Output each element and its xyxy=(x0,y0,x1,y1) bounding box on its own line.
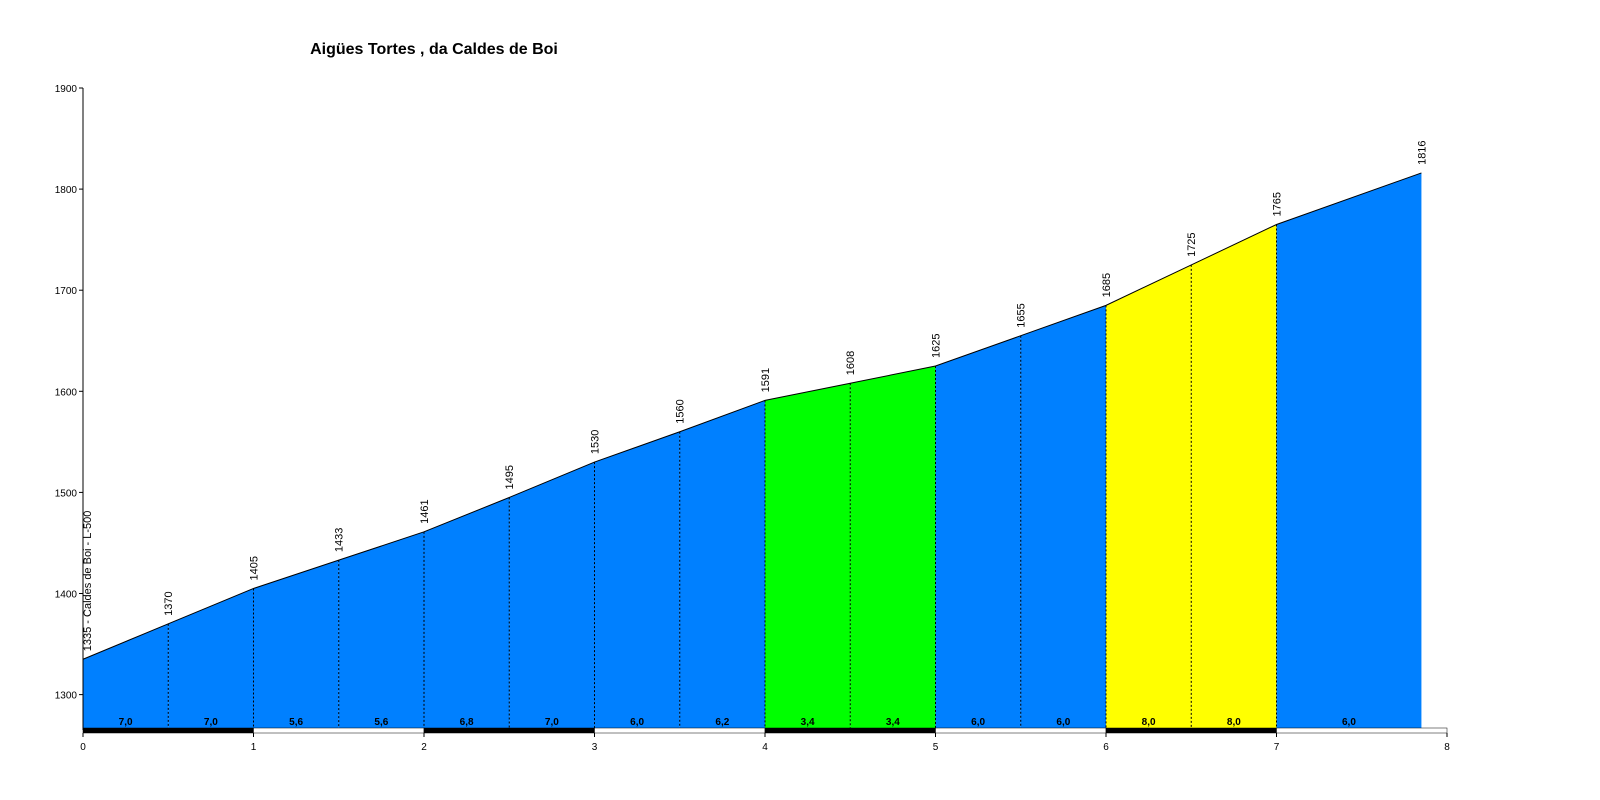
km-strip xyxy=(764,727,936,734)
profile-line xyxy=(82,172,1422,660)
elevation-label: 1495 xyxy=(504,465,516,489)
chart-title: Aigües Tortes , da Caldes de Boi xyxy=(310,41,558,58)
x-tick-label: 1 xyxy=(251,742,257,753)
gradient-segment xyxy=(1106,264,1192,730)
y-tick-label: 1300 xyxy=(55,691,78,702)
km-strip xyxy=(935,727,1107,734)
elevation-label: 1685 xyxy=(1101,273,1113,297)
elevation-label: 1370 xyxy=(163,591,175,615)
gradient-segment xyxy=(509,462,595,730)
elevation-label: 1591 xyxy=(760,368,772,392)
y-tick-label: 1700 xyxy=(55,286,78,297)
y-tick-label: 1600 xyxy=(55,387,78,398)
gradient-segment xyxy=(1020,305,1106,730)
gradient-label: 5,6 xyxy=(289,717,303,728)
gradient-label: 6,0 xyxy=(971,717,985,728)
gradient-label: 3,4 xyxy=(886,717,900,728)
elevation-label: 1625 xyxy=(931,334,943,358)
km-strip xyxy=(1276,727,1448,734)
gradient-label: 6,2 xyxy=(715,717,729,728)
elevation-label: 1816 xyxy=(1416,140,1428,164)
x-tick-label: 0 xyxy=(80,742,86,753)
elevation-label: 1530 xyxy=(590,430,602,454)
x-tick-label: 7 xyxy=(1274,742,1280,753)
gradient-label: 8,0 xyxy=(1227,717,1241,728)
gradient-label: 5,6 xyxy=(374,717,388,728)
gradient-segment xyxy=(83,623,169,730)
gradient-label: 6,0 xyxy=(630,717,644,728)
elevation-label: 1461 xyxy=(419,499,431,523)
gradient-segment xyxy=(168,588,254,730)
elevation-label: 1405 xyxy=(249,556,261,580)
gradient-label: 6,0 xyxy=(1056,717,1070,728)
km-strip xyxy=(1105,727,1277,734)
gradient-segment xyxy=(1276,172,1422,731)
gradient-segment xyxy=(765,383,851,730)
gradient-label: 6,8 xyxy=(460,717,474,728)
gradient-segment xyxy=(424,497,510,730)
elevation-label: 1608 xyxy=(845,351,857,375)
gradient-segment xyxy=(850,366,936,730)
gradient-label: 7,0 xyxy=(204,717,218,728)
elevation-label: 1560 xyxy=(675,399,687,423)
x-tick-label: 6 xyxy=(1103,742,1109,753)
y-tick-label: 1800 xyxy=(55,185,78,196)
elevation-label: 1655 xyxy=(1016,303,1028,327)
gradient-label: 6,0 xyxy=(1342,717,1356,728)
gradient-segment xyxy=(1191,224,1277,730)
elevation-label: 1335 - Caldes de Boi - L-500 xyxy=(82,511,94,652)
y-tick-label: 1500 xyxy=(55,488,78,499)
x-tick-label: 4 xyxy=(762,742,768,753)
gradient-segment xyxy=(679,400,765,730)
gradient-segment xyxy=(935,335,1021,730)
gradient-segment xyxy=(338,531,424,730)
gradient-label: 8,0 xyxy=(1142,717,1156,728)
y-tick-label: 1900 xyxy=(55,84,78,95)
y-tick-label: 1400 xyxy=(55,590,78,601)
x-tick-label: 8 xyxy=(1444,742,1450,753)
x-tick-label: 5 xyxy=(933,742,939,753)
gradient-label: 3,4 xyxy=(801,717,815,728)
gradient-label: 7,0 xyxy=(119,717,133,728)
elevation-label: 1725 xyxy=(1186,232,1198,256)
km-strip xyxy=(594,727,766,734)
km-strip xyxy=(253,727,425,734)
elevation-label: 1433 xyxy=(334,528,346,552)
gradient-label: 7,0 xyxy=(545,717,559,728)
x-tick-label: 3 xyxy=(592,742,598,753)
km-strip xyxy=(423,727,595,734)
gradient-segment xyxy=(594,431,680,730)
gradient-segment xyxy=(253,560,339,730)
elevation-label: 1765 xyxy=(1272,192,1284,216)
x-tick-label: 2 xyxy=(421,742,427,753)
km-strip xyxy=(82,727,254,734)
